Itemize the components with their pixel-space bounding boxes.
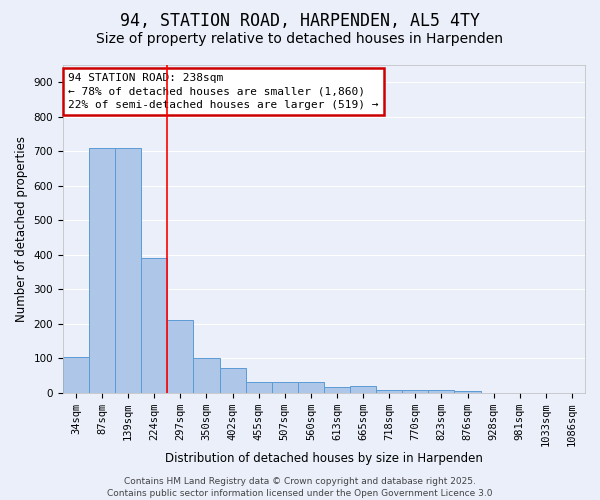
Text: Contains HM Land Registry data © Crown copyright and database right 2025.
Contai: Contains HM Land Registry data © Crown c… <box>107 476 493 498</box>
Bar <box>89 148 115 393</box>
Text: 94 STATION ROAD: 238sqm
← 78% of detached houses are smaller (1,860)
22% of semi: 94 STATION ROAD: 238sqm ← 78% of detache… <box>68 73 379 110</box>
Bar <box>220 368 245 393</box>
Bar <box>193 358 220 393</box>
Text: Size of property relative to detached houses in Harpenden: Size of property relative to detached ho… <box>97 32 503 46</box>
Bar <box>272 382 298 393</box>
Y-axis label: Number of detached properties: Number of detached properties <box>15 136 28 322</box>
Bar <box>454 391 481 393</box>
X-axis label: Distribution of detached houses by size in Harpenden: Distribution of detached houses by size … <box>165 452 483 465</box>
Bar <box>350 386 376 393</box>
Bar <box>324 387 350 393</box>
Text: 94, STATION ROAD, HARPENDEN, AL5 4TY: 94, STATION ROAD, HARPENDEN, AL5 4TY <box>120 12 480 30</box>
Bar <box>428 390 454 393</box>
Bar <box>141 258 167 393</box>
Bar <box>245 382 272 393</box>
Bar <box>63 358 89 393</box>
Bar <box>402 390 428 393</box>
Bar <box>167 320 193 393</box>
Bar <box>376 390 402 393</box>
Bar <box>298 382 324 393</box>
Bar <box>115 148 141 393</box>
